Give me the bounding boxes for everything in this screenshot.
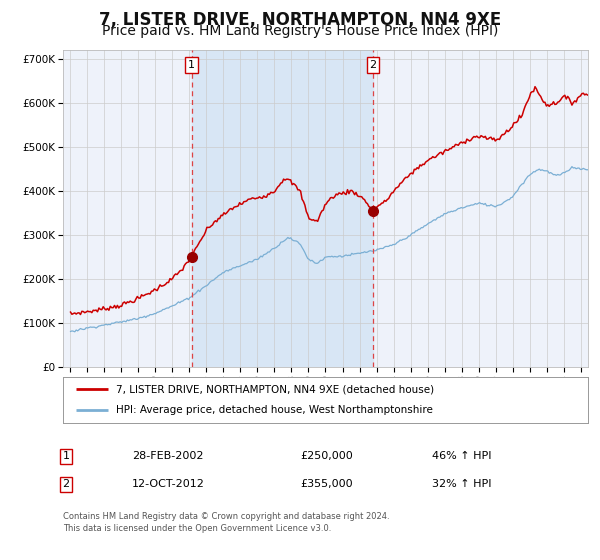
Text: 1: 1 — [188, 60, 195, 70]
Text: HPI: Average price, detached house, West Northamptonshire: HPI: Average price, detached house, West… — [115, 405, 433, 416]
Text: This data is licensed under the Open Government Licence v3.0.: This data is licensed under the Open Gov… — [63, 524, 331, 533]
Text: 2: 2 — [62, 479, 70, 489]
Text: £355,000: £355,000 — [300, 479, 353, 489]
Text: 28-FEB-2002: 28-FEB-2002 — [132, 451, 203, 461]
Text: 1: 1 — [62, 451, 70, 461]
Text: 7, LISTER DRIVE, NORTHAMPTON, NN4 9XE: 7, LISTER DRIVE, NORTHAMPTON, NN4 9XE — [99, 11, 501, 29]
Text: Price paid vs. HM Land Registry's House Price Index (HPI): Price paid vs. HM Land Registry's House … — [102, 24, 498, 38]
Text: £250,000: £250,000 — [300, 451, 353, 461]
Text: 2: 2 — [370, 60, 376, 70]
Bar — [191, 50, 373, 367]
Text: 32% ↑ HPI: 32% ↑ HPI — [432, 479, 491, 489]
Text: 46% ↑ HPI: 46% ↑ HPI — [432, 451, 491, 461]
Text: Contains HM Land Registry data © Crown copyright and database right 2024.: Contains HM Land Registry data © Crown c… — [63, 512, 389, 521]
Text: 7, LISTER DRIVE, NORTHAMPTON, NN4 9XE (detached house): 7, LISTER DRIVE, NORTHAMPTON, NN4 9XE (d… — [115, 384, 434, 394]
Text: 12-OCT-2012: 12-OCT-2012 — [132, 479, 205, 489]
